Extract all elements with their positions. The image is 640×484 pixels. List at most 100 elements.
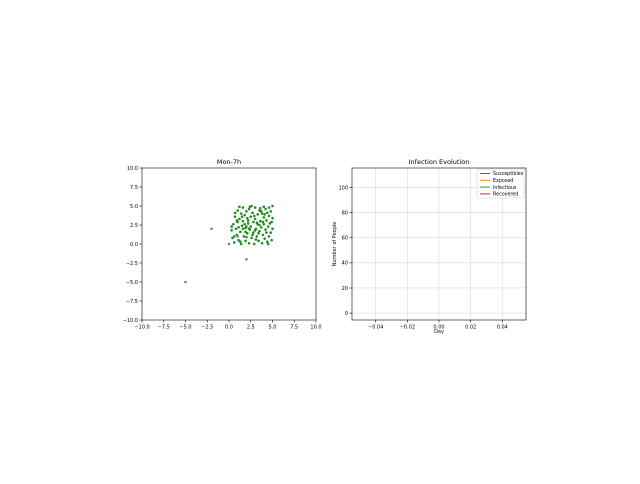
line-x-tick-label: 0.04	[497, 325, 508, 331]
scatter-point	[232, 222, 235, 226]
scatter-point	[269, 210, 273, 213]
legend-label: Susceptibles	[493, 171, 524, 177]
scatter-point	[260, 212, 264, 215]
scatter-point	[262, 205, 266, 209]
scatter-point	[240, 224, 244, 228]
scatter-point	[271, 227, 274, 231]
scatter-point	[246, 219, 250, 222]
scatter-y-tick-label: 7.5	[130, 185, 138, 191]
scatter-point	[236, 209, 239, 212]
legend-label: Recovered	[493, 192, 518, 198]
scatter-point	[238, 217, 241, 221]
scatter-point	[233, 215, 237, 218]
scatter-point	[254, 238, 258, 241]
scatter-x-tick-label: −2.5	[201, 325, 213, 331]
scatter-point	[263, 237, 266, 240]
scatter-y-tick-label: −5.0	[126, 280, 138, 286]
scatter-y-tick-label: −10.0	[123, 318, 138, 324]
scatter-point	[243, 222, 246, 226]
scatter-point	[245, 225, 248, 228]
scatter-point	[271, 204, 274, 208]
legend-label: Infectious	[493, 185, 517, 191]
scatter-point	[257, 239, 260, 243]
scatter-point	[251, 211, 254, 215]
line-x-tick-label: 0.00	[433, 325, 444, 331]
legend-label: Exposed	[493, 178, 513, 184]
scatter-y-tick-label: 0.0	[130, 242, 138, 248]
scatter-point	[265, 219, 268, 222]
scatter-point	[249, 215, 253, 218]
line-title: Infection Evolution	[409, 158, 470, 166]
line-y-ticks: 0 20 40 60 80 100	[338, 185, 352, 317]
scatter-point	[247, 227, 251, 231]
line-y-tick-label: 80	[342, 210, 348, 216]
scatter-point	[241, 219, 245, 223]
scatter-point	[230, 225, 233, 228]
scatter-chart: Mon-7h −10.0 −7.5 −5.0 −2.5 0.0 2.5 5.0 7.5 10.0…	[123, 158, 322, 331]
scatter-point	[264, 207, 267, 211]
scatter-point	[232, 241, 236, 244]
scatter-point	[257, 232, 260, 235]
scatter-point	[262, 222, 266, 226]
scatter-y-tick-label: 5.0	[130, 204, 138, 210]
scatter-point	[255, 235, 259, 238]
line-y-tick-label: 40	[342, 261, 348, 267]
line-x-tick-label: 0.02	[465, 325, 476, 331]
scatter-point	[240, 215, 244, 218]
line-y-tick-label: 60	[342, 236, 348, 242]
scatter-point	[245, 210, 248, 213]
scatter-point	[256, 213, 260, 216]
scatter-point	[244, 230, 247, 234]
line-x-tick-label: −0.04	[368, 325, 383, 331]
scatter-point	[270, 238, 273, 242]
scatter-point	[210, 227, 213, 231]
scatter-point	[245, 235, 248, 239]
scatter-y-tick-label: 2.5	[130, 223, 138, 229]
scatter-x-ticks: −10.0 −7.5 −5.0 −2.5 0.0 2.5 5.0 7.5 10.0	[134, 320, 322, 331]
scatter-y-ticks: −10.0 −7.5 −5.0 −2.5 0.0 2.5 5.0 7.5 10.0	[123, 166, 142, 324]
scatter-point	[259, 206, 262, 210]
scatter-point	[230, 229, 233, 232]
scatter-point	[184, 280, 187, 284]
scatter-point	[266, 225, 270, 228]
scatter-x-tick-label: 5.0	[269, 325, 277, 331]
scatter-point	[252, 214, 256, 218]
scatter-point	[241, 227, 245, 231]
scatter-point	[267, 214, 271, 218]
scatter-point	[263, 213, 266, 216]
scatter-point	[239, 242, 243, 246]
scatter-point	[233, 211, 237, 215]
scatter-point	[266, 242, 270, 246]
scatter-point	[259, 210, 263, 213]
scatter-point	[265, 240, 269, 244]
scatter-point	[252, 242, 256, 246]
scatter-point	[259, 219, 262, 223]
scatter-point	[253, 229, 257, 232]
scatter-point	[265, 231, 268, 234]
scatter-point	[238, 205, 241, 209]
scatter-title: Mon-7h	[217, 158, 241, 166]
scatter-point	[258, 229, 261, 233]
scatter-point	[237, 238, 240, 242]
scatter-point	[255, 221, 259, 225]
scatter-y-tick-label: −2.5	[126, 261, 138, 267]
scatter-point	[232, 235, 236, 238]
line-x-axis-label: Day	[434, 329, 444, 335]
line-x-tick-label: −0.02	[400, 325, 415, 331]
scatter-x-tick-label: 7.5	[290, 325, 298, 331]
scatter-x-tick-label: −7.5	[158, 325, 170, 331]
scatter-point	[265, 211, 269, 215]
scatter-point	[253, 206, 257, 209]
scatter-point	[247, 207, 251, 211]
line-y-tick-label: 100	[338, 185, 348, 191]
scatter-point	[259, 225, 263, 229]
scatter-point	[247, 241, 251, 245]
scatter-x-tick-label: 0.0	[225, 325, 233, 331]
scatter-point	[231, 236, 234, 240]
line-chart: Infection Evolution −0.04 −0.02 0.00 0.02 0.…	[332, 158, 527, 335]
scatter-point	[245, 232, 249, 235]
scatter-point	[242, 235, 246, 238]
scatter-points	[184, 204, 274, 284]
